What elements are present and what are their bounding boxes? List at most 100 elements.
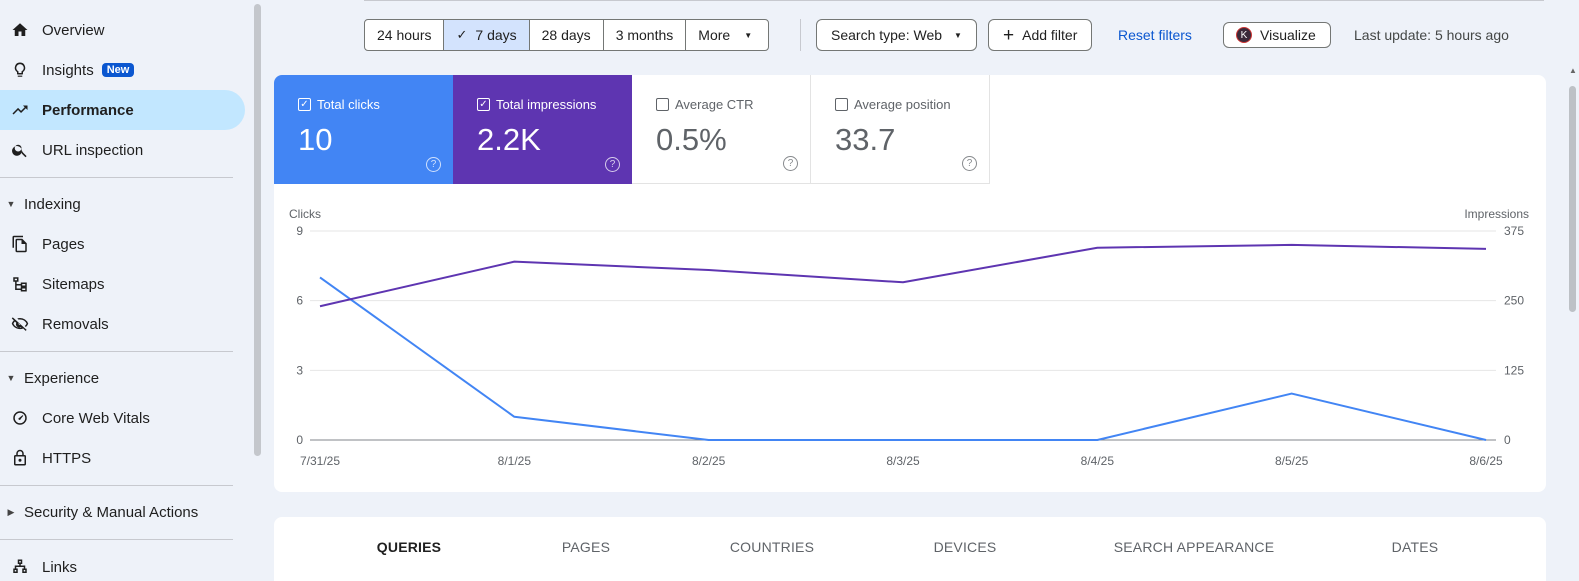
eye-off-icon <box>10 314 30 334</box>
sidebar-item-performance[interactable]: Performance <box>0 90 245 130</box>
sidebar-item-label: URL inspection <box>42 141 144 159</box>
help-icon[interactable]: ? <box>605 157 620 172</box>
main-scrollbar[interactable]: ▲ <box>1568 66 1577 577</box>
dimension-tabs: QUERIES PAGES COUNTRIES DEVICES SEARCH A… <box>274 517 1546 581</box>
tab-devices[interactable]: DEVICES <box>933 539 997 555</box>
help-icon[interactable]: ? <box>426 157 441 172</box>
sidebar-item-sitemaps[interactable]: Sitemaps <box>0 264 245 304</box>
sidebar-item-label: Performance <box>42 101 134 119</box>
checkbox-checked-icon[interactable]: ✓ <box>298 98 311 111</box>
sidebar-item-label: Pages <box>42 235 85 253</box>
performance-card: ✓ Total clicks 10 ? ✓ Total impressions … <box>274 75 1546 492</box>
reset-filters-link[interactable]: Reset filters <box>1118 19 1192 51</box>
x-tick-label: 8/3/25 <box>886 454 920 468</box>
tab-countries[interactable]: COUNTRIES <box>729 539 815 555</box>
sidebar-item-https[interactable]: HTTPS <box>0 438 245 478</box>
sidebar-item-label: HTTPS <box>42 449 92 467</box>
metric-value: 0.5% <box>656 122 727 157</box>
metric-label-row: Average position <box>835 97 989 112</box>
sidebar-item-pages[interactable]: Pages <box>0 224 245 264</box>
search-type-dropdown[interactable]: Search type: Web ▼ <box>816 19 977 51</box>
metric-value: 10 <box>298 122 333 157</box>
metric-average-position[interactable]: Average position 33.7 ? <box>811 75 990 184</box>
sidebar-divider <box>0 539 233 540</box>
metric-value: 2.2K <box>477 122 541 157</box>
chart-grid <box>310 230 1496 441</box>
series-line-impressions <box>319 243 1487 308</box>
tab-dates[interactable]: DATES <box>1391 539 1439 555</box>
range-3-months[interactable]: 3 months <box>604 20 687 50</box>
range-24-hours[interactable]: 24 hours <box>365 20 445 50</box>
checkbox-checked-icon[interactable]: ✓ <box>477 98 490 111</box>
toolbar-top-border <box>364 0 1544 1</box>
section-indexing[interactable]: ▼ Indexing <box>0 184 245 224</box>
y-right-tick-label: 125 <box>1504 363 1524 377</box>
sidebar-item-label: Overview <box>42 21 105 39</box>
visualize-button[interactable]: K Visualize <box>1223 22 1331 48</box>
sidebar-item-links[interactable]: Links <box>0 547 245 581</box>
last-update-text: Last update: 5 hours ago <box>1354 27 1509 43</box>
metric-average-ctr[interactable]: Average CTR 0.5% ? <box>632 75 811 184</box>
range-more-dropdown[interactable]: More ▼ <box>686 20 768 50</box>
metric-value: 33.7 <box>835 122 896 157</box>
home-icon <box>10 20 30 40</box>
scrollbar-thumb[interactable] <box>1569 86 1576 312</box>
sidebar-item-label: Sitemaps <box>42 275 105 293</box>
section-security[interactable]: ▶ Security & Manual Actions <box>0 492 245 532</box>
help-icon[interactable]: ? <box>783 156 798 171</box>
chart-ticks: 0 0 3 125 6 250 9 375 7/31/25 8/1/25 8/2/25 8/3/25 8… <box>296 224 1524 468</box>
help-icon[interactable]: ? <box>962 156 977 171</box>
caret-down-icon: ▼ <box>6 199 16 209</box>
lightbulb-icon <box>10 60 30 80</box>
series-line-clicks <box>319 276 1487 441</box>
metric-total-impressions[interactable]: ✓ Total impressions 2.2K ? <box>453 75 632 184</box>
tab-queries[interactable]: QUERIES <box>376 539 442 555</box>
add-filter-label: Add filter <box>1022 27 1078 43</box>
tab-pages[interactable]: PAGES <box>561 539 611 555</box>
sidebar-item-overview[interactable]: Overview <box>0 10 245 50</box>
checkbox-unchecked-icon[interactable] <box>835 98 848 111</box>
y-left-tick-label: 0 <box>296 433 303 447</box>
section-title: Security & Manual Actions <box>24 503 199 521</box>
trending-up-icon <box>10 100 30 120</box>
reset-filters-label: Reset filters <box>1118 27 1192 43</box>
range-label: More <box>698 27 731 43</box>
visualize-label: Visualize <box>1260 27 1316 43</box>
sidebar-item-core-web-vitals[interactable]: Core Web Vitals <box>0 398 245 438</box>
sidebar-item-label: Removals <box>42 315 109 333</box>
date-range-selector: 24 hours ✓ 7 days 28 days 3 months More … <box>364 19 770 51</box>
y-right-tick-label: 0 <box>1504 433 1511 447</box>
range-label: 28 days <box>541 27 591 43</box>
add-filter-button[interactable]: + Add filter <box>988 19 1093 51</box>
plus-icon: + <box>1003 24 1015 46</box>
toolbar: 24 hours ✓ 7 days 28 days 3 months More … <box>364 0 1564 68</box>
sidebar-scrollbar[interactable] <box>254 4 261 456</box>
section-experience[interactable]: ▼ Experience <box>0 358 245 398</box>
section-title: Indexing <box>24 195 81 213</box>
metric-total-clicks[interactable]: ✓ Total clicks 10 ? <box>274 75 453 184</box>
metric-label-row: ✓ Total clicks <box>298 97 453 112</box>
section-title: Experience <box>24 369 100 387</box>
search-type-label: Search type: Web <box>831 27 943 43</box>
range-7-days[interactable]: ✓ 7 days <box>444 20 530 50</box>
sidebar-item-url-inspection[interactable]: URL inspection <box>0 130 245 170</box>
range-28-days[interactable]: 28 days <box>530 20 604 50</box>
caret-down-icon: ▼ <box>744 30 753 40</box>
caret-down-icon: ▼ <box>6 373 16 383</box>
sidebar-divider <box>0 177 233 178</box>
metric-label: Average position <box>854 97 951 112</box>
gauge-icon <box>10 408 30 428</box>
new-badge: New <box>101 63 135 77</box>
sidebar-item-label: Insights <box>42 61 94 79</box>
check-icon: ✓ <box>456 27 468 42</box>
range-label: 7 days <box>475 27 517 43</box>
chart-lines <box>319 243 1487 441</box>
x-tick-label: 8/1/25 <box>498 454 532 468</box>
sidebar-item-insights[interactable]: Insights New <box>0 50 245 90</box>
sidebar-item-removals[interactable]: Removals <box>0 304 245 344</box>
scroll-up-arrow-icon[interactable]: ▲ <box>1569 66 1577 75</box>
tab-search-appearance[interactable]: SEARCH APPEARANCE <box>1113 539 1275 555</box>
y-right-tick-label: 375 <box>1504 224 1524 238</box>
checkbox-unchecked-icon[interactable] <box>656 98 669 111</box>
links-icon <box>10 557 30 577</box>
